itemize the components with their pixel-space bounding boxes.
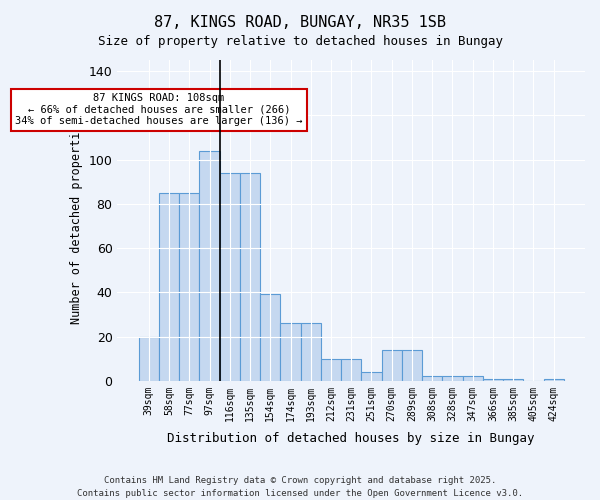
Bar: [341, 358, 361, 381]
Bar: [321, 358, 341, 381]
Text: Contains HM Land Registry data © Crown copyright and database right 2025.: Contains HM Land Registry data © Crown c…: [104, 476, 496, 485]
Bar: [402, 350, 422, 381]
Bar: [544, 378, 564, 381]
Bar: [260, 294, 280, 381]
Bar: [503, 378, 523, 381]
Text: Size of property relative to detached houses in Bungay: Size of property relative to detached ho…: [97, 35, 503, 48]
Text: 87, KINGS ROAD, BUNGAY, NR35 1SB: 87, KINGS ROAD, BUNGAY, NR35 1SB: [154, 15, 446, 30]
Bar: [483, 378, 503, 381]
X-axis label: Distribution of detached houses by size in Bungay: Distribution of detached houses by size …: [167, 432, 535, 445]
Bar: [179, 192, 199, 381]
Bar: [422, 376, 442, 381]
Bar: [240, 173, 260, 381]
Bar: [159, 192, 179, 381]
Bar: [361, 372, 382, 381]
Bar: [442, 376, 463, 381]
Bar: [382, 350, 402, 381]
Bar: [139, 336, 159, 381]
Bar: [463, 376, 483, 381]
Bar: [280, 324, 301, 381]
Text: Contains public sector information licensed under the Open Government Licence v3: Contains public sector information licen…: [77, 488, 523, 498]
Bar: [220, 173, 240, 381]
Y-axis label: Number of detached properties: Number of detached properties: [70, 117, 83, 324]
Bar: [199, 150, 220, 381]
Text: 87 KINGS ROAD: 108sqm
← 66% of detached houses are smaller (266)
34% of semi-det: 87 KINGS ROAD: 108sqm ← 66% of detached …: [15, 93, 303, 126]
Bar: [301, 324, 321, 381]
